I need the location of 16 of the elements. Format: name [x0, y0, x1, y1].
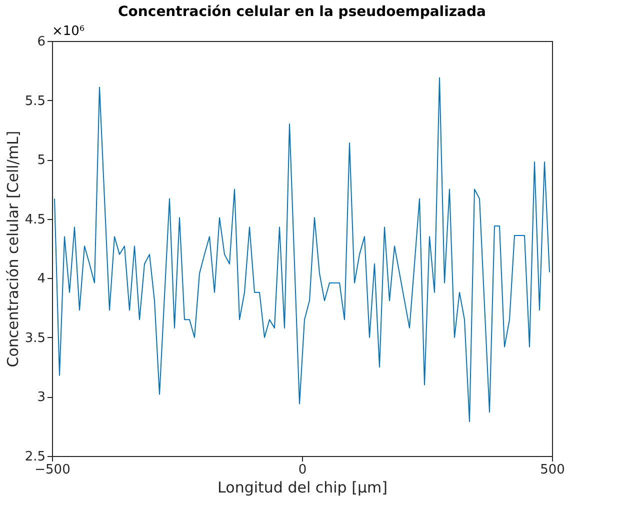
y-tick-label: 4 — [37, 272, 46, 287]
y-tick-label: 3.5 — [24, 330, 46, 346]
y-tick-label: 5.5 — [24, 94, 46, 109]
x-axis-title: Longitud del chip [μm] — [218, 478, 388, 496]
y-tick-label: 6 — [37, 34, 46, 50]
y-tick-label: 4.5 — [24, 212, 46, 228]
x-tick-label: −500 — [34, 462, 70, 478]
x-tick-label: 500 — [540, 462, 565, 478]
chart-title: Concentración celular en la pseudoempalizada — [118, 4, 486, 20]
y-axis-title: Concentración celular [Cell/mL] — [4, 130, 22, 368]
y-tick-label: 2.5 — [24, 450, 46, 464]
y-tick-label: 3 — [37, 390, 46, 406]
text: ×10⁶ — [52, 24, 85, 39]
y-tick-label: 5 — [37, 153, 46, 168]
x-tick-label: 0 — [298, 462, 307, 478]
line-series — [54, 77, 550, 422]
